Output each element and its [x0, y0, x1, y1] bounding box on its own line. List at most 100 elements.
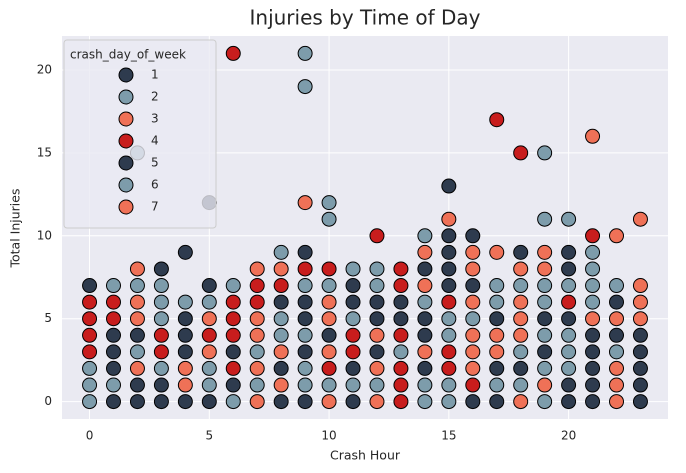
- point: [441, 228, 457, 244]
- point: [369, 294, 385, 310]
- point: [609, 360, 625, 376]
- point: [441, 327, 457, 343]
- point: [345, 261, 361, 277]
- point: [465, 360, 481, 376]
- point: [417, 261, 433, 277]
- point: [632, 377, 648, 393]
- point: [393, 327, 409, 343]
- point: [273, 327, 289, 343]
- point: [369, 394, 385, 410]
- point: [561, 344, 577, 360]
- point: [105, 278, 121, 294]
- point: [129, 394, 145, 410]
- point: [632, 211, 648, 227]
- point: [537, 278, 553, 294]
- point: [201, 294, 217, 310]
- point: [585, 228, 601, 244]
- point: [465, 311, 481, 327]
- point: [417, 228, 433, 244]
- point: [201, 311, 217, 327]
- point: [513, 377, 529, 393]
- point: [225, 327, 241, 343]
- y-tick-label: 20: [37, 62, 52, 76]
- point: [82, 327, 98, 343]
- point: [369, 228, 385, 244]
- point: [297, 344, 313, 360]
- point: [345, 294, 361, 310]
- point: [225, 45, 241, 61]
- point: [153, 311, 169, 327]
- point: [297, 394, 313, 410]
- point: [513, 327, 529, 343]
- point: [417, 360, 433, 376]
- point: [609, 294, 625, 310]
- x-axis-label: Crash Hour: [330, 448, 401, 463]
- point: [82, 294, 98, 310]
- point: [489, 294, 505, 310]
- point: [321, 195, 337, 211]
- point: [393, 360, 409, 376]
- legend-label: 1: [151, 68, 159, 82]
- point: [561, 294, 577, 310]
- point: [345, 311, 361, 327]
- point: [632, 294, 648, 310]
- point: [561, 211, 577, 227]
- point: [465, 244, 481, 260]
- legend-marker: [118, 133, 134, 149]
- point: [201, 360, 217, 376]
- y-tick-label: 5: [44, 311, 52, 325]
- point: [417, 327, 433, 343]
- point: [153, 360, 169, 376]
- point: [105, 327, 121, 343]
- point: [537, 327, 553, 343]
- x-tick-label: 15: [441, 429, 456, 443]
- point: [609, 311, 625, 327]
- point: [489, 244, 505, 260]
- point: [201, 394, 217, 410]
- point: [297, 244, 313, 260]
- x-tick-label: 5: [205, 429, 213, 443]
- point: [441, 377, 457, 393]
- point: [82, 360, 98, 376]
- point: [585, 278, 601, 294]
- point: [561, 360, 577, 376]
- point: [465, 327, 481, 343]
- point: [129, 261, 145, 277]
- point: [609, 278, 625, 294]
- point: [441, 278, 457, 294]
- point: [225, 377, 241, 393]
- point: [417, 377, 433, 393]
- legend-label: 3: [151, 112, 159, 126]
- x-tick-label: 20: [561, 429, 576, 443]
- point: [489, 311, 505, 327]
- point: [513, 294, 529, 310]
- point: [513, 244, 529, 260]
- point: [177, 360, 193, 376]
- point: [177, 311, 193, 327]
- point: [393, 344, 409, 360]
- point: [321, 261, 337, 277]
- point: [441, 261, 457, 277]
- point: [441, 394, 457, 410]
- point: [585, 294, 601, 310]
- point: [105, 394, 121, 410]
- point: [153, 278, 169, 294]
- point: [129, 327, 145, 343]
- point: [297, 327, 313, 343]
- legend-box: [63, 39, 217, 229]
- legend-marker: [118, 67, 134, 83]
- point: [273, 244, 289, 260]
- point: [393, 261, 409, 277]
- point: [513, 311, 529, 327]
- point: [537, 394, 553, 410]
- point: [321, 311, 337, 327]
- legend-marker: [118, 89, 134, 105]
- point: [561, 278, 577, 294]
- point: [369, 261, 385, 277]
- point: [393, 377, 409, 393]
- point: [273, 311, 289, 327]
- point: [441, 360, 457, 376]
- point: [177, 327, 193, 343]
- point: [465, 377, 481, 393]
- legend-label: 7: [151, 200, 159, 214]
